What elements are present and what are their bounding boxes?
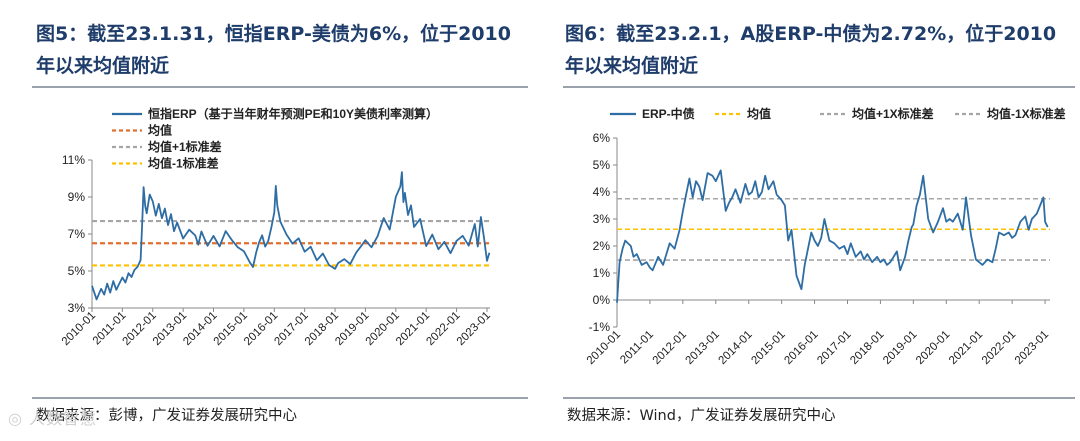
chart-title-right: 图6：截至23.2.1，A股ERP-中债为2.72%，位于2010年以来均值附近 <box>565 23 1057 77</box>
x-tick-label: 2013-01 <box>684 329 722 367</box>
y-tick-label: 2% <box>593 239 611 253</box>
right-chart-panel: 图6：截至23.2.1，A股ERP-中债为2.72%，位于2010年以来均值附近… <box>555 0 1080 441</box>
legend-label: 均值-1X标准差 <box>987 106 1066 121</box>
y-tick-label: 11% <box>62 153 85 167</box>
source-note-left: 数据来源：彭博，广发证券发展研究中心 <box>36 408 297 424</box>
legend-label: 均值-1标准差 <box>148 156 219 171</box>
series-line <box>616 169 1049 303</box>
legend-label: ERP-中债 <box>642 106 695 121</box>
x-tick-label: 2017-01 <box>815 329 853 367</box>
erp-hsi-chart: 3%5%7%9%11%2010-012011-012012-012013-012… <box>60 106 493 348</box>
x-tick-label: 2011-01 <box>618 329 656 367</box>
x-tick-label: 2010-01 <box>585 329 623 367</box>
y-tick-label: 9% <box>68 190 86 204</box>
x-tick-label: 2015-01 <box>749 329 787 367</box>
x-tick-label: 2023-01 <box>455 310 493 348</box>
y-tick-label: 7% <box>68 227 86 241</box>
y-tick-label: 1% <box>593 266 611 280</box>
series-line <box>91 171 491 301</box>
x-tick-label: 2018-01 <box>848 329 886 367</box>
chart-title-left: 图5：截至23.1.31，恒指ERP-美债为6%，位于2010年以来均值附近 <box>36 23 511 77</box>
x-tick-label: 2021-01 <box>947 329 985 367</box>
y-tick-label: 4% <box>593 185 611 199</box>
title-divider-left <box>32 86 528 88</box>
x-tick-label: 2010-01 <box>60 310 98 348</box>
legend-label: 恒指ERP（基于当年财年预测PE和10Y美债利率测算） <box>148 106 438 121</box>
legend-label: 均值 <box>747 106 771 121</box>
x-tick-label: 2023-01 <box>1013 329 1051 367</box>
x-tick-label: 2022-01 <box>980 329 1018 367</box>
source-note-right: 数据来源：Wind，广发证券发展研究中心 <box>567 408 836 424</box>
y-tick-label: -1% <box>589 320 611 334</box>
x-tick-label: 2012-01 <box>651 329 689 367</box>
watermark-logo: ◎ 人数智慧 <box>8 409 98 428</box>
y-tick-label: 6% <box>593 131 611 145</box>
y-tick-label: 3% <box>593 212 611 226</box>
x-tick-label: 2019-01 <box>881 329 919 367</box>
x-tick-label: 2020-01 <box>914 329 952 367</box>
y-tick-label: 5% <box>593 158 611 172</box>
y-tick-label: 0% <box>593 293 611 307</box>
legend-label: 均值+1标准差 <box>148 139 222 154</box>
y-tick-label: 3% <box>68 301 86 315</box>
y-tick-label: 5% <box>68 264 86 278</box>
title-divider-right <box>563 86 1075 88</box>
legend-label: 均值 <box>148 123 172 138</box>
source-divider-left <box>32 397 528 399</box>
x-tick-label: 2014-01 <box>716 329 754 367</box>
left-chart-panel: 图5：截至23.1.31，恒指ERP-美债为6%，位于2010年以来均值附近 3… <box>32 23 528 424</box>
x-tick-label: 2016-01 <box>782 329 820 367</box>
erp-ashare-chart: -1%0%1%2%3%4%5%6%2010-012011-012012-0120… <box>585 106 1066 367</box>
source-divider-right <box>563 397 1075 399</box>
legend-label: 均值+1X标准差 <box>852 106 934 121</box>
